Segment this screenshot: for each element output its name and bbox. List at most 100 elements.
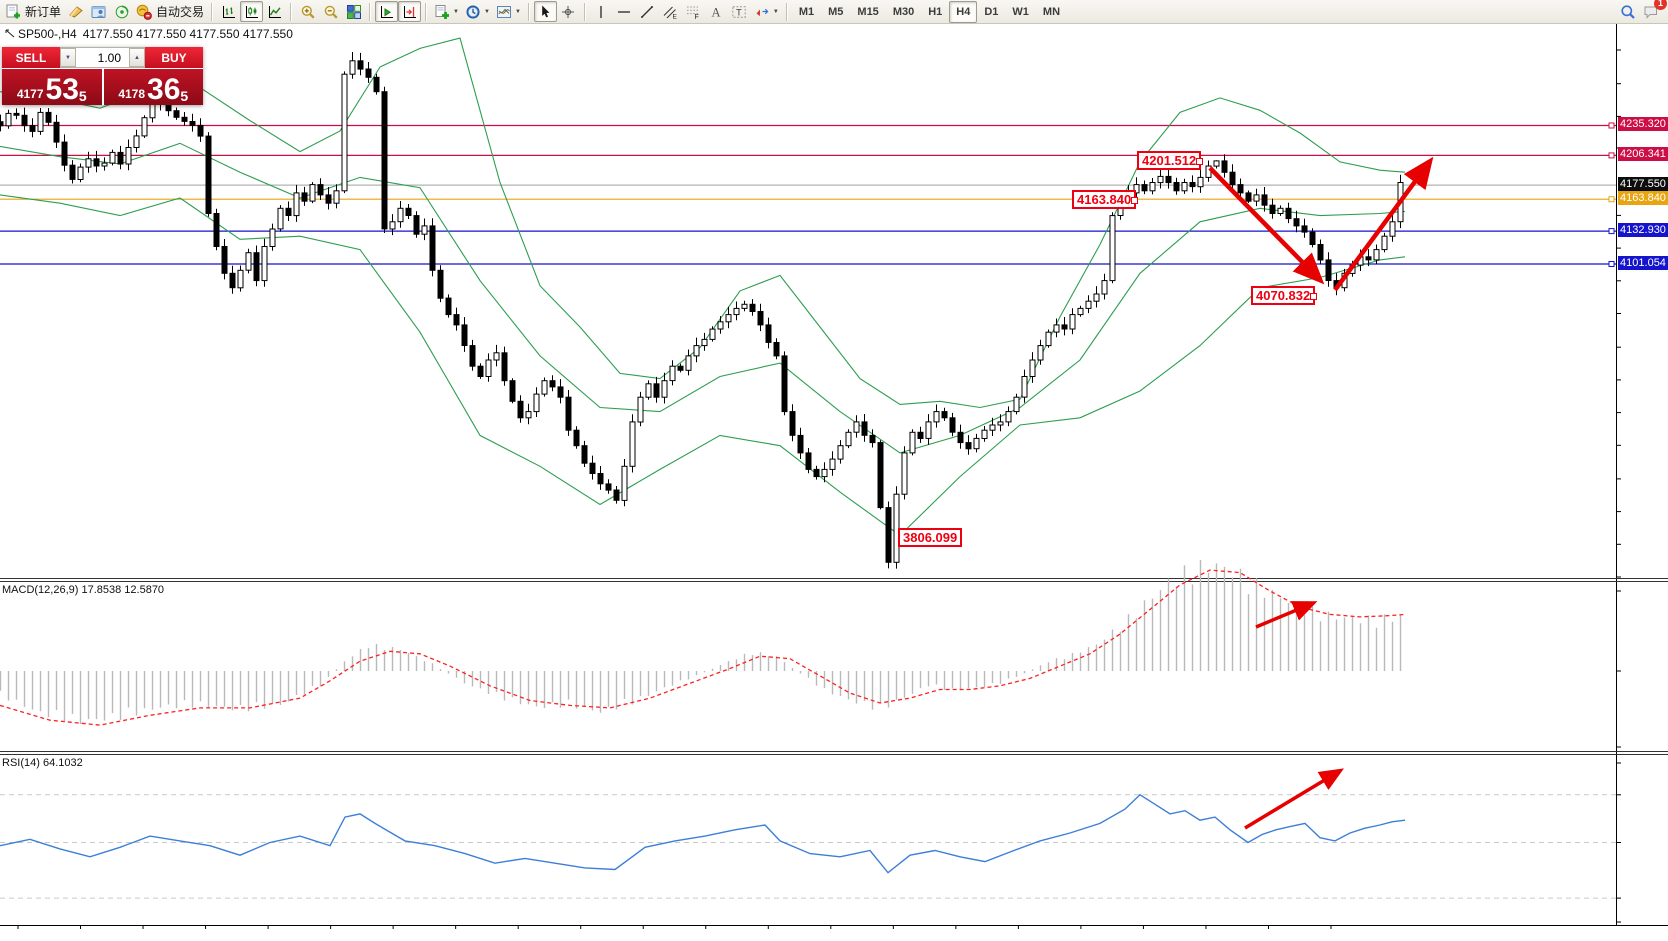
label-4163[interactable]: 4163.840	[1072, 190, 1139, 209]
volume-decrease-button[interactable]: ▼	[60, 48, 76, 67]
sell-button[interactable]: SELL	[2, 47, 60, 68]
price-badge-4163.840: 4163.840	[1618, 191, 1668, 206]
auto-scroll-button[interactable]	[375, 1, 399, 22]
new-order-button-label: 新订单	[25, 5, 62, 19]
notification-count-badge: 1	[1654, 0, 1667, 10]
zoom-in-icon	[301, 5, 315, 19]
svg-text:T: T	[736, 7, 742, 18]
buy-price[interactable]: 4178 36 5	[103, 69, 203, 106]
buy-button[interactable]: BUY	[145, 47, 203, 68]
volume-input[interactable]: 1.00	[76, 48, 129, 67]
autotrading-button[interactable]: 自动交易	[133, 1, 207, 22]
down-arrow	[1208, 166, 1325, 285]
sell-price-point: 5	[78, 88, 87, 104]
buy-price-prefix: 4178	[118, 87, 146, 101]
arrows-button[interactable]: ▼	[751, 1, 782, 22]
timeframe-m1-button[interactable]: M1	[798, 5, 815, 18]
periods-button[interactable]: ▼	[462, 1, 493, 22]
toolbar-separator	[211, 2, 214, 21]
text-button[interactable]: A	[705, 1, 728, 22]
timeframe-h4-button[interactable]: H4	[949, 0, 978, 23]
rsi-arrow	[1244, 768, 1344, 830]
indicators-button-dropdown-arrow[interactable]: ▼	[514, 8, 521, 15]
autotrading-button-label: 自动交易	[156, 5, 205, 19]
shapes-icon	[756, 8, 769, 16]
timeframe-m15-button[interactable]: M15	[857, 5, 879, 18]
label-4201[interactable]: 4201.512	[1137, 151, 1204, 170]
crosshair-button[interactable]	[557, 1, 580, 22]
new-chart-button[interactable]: ▼	[431, 1, 462, 22]
trendline-button[interactable]	[636, 1, 659, 22]
timeframe-m30-button[interactable]: M30	[892, 5, 915, 18]
bar-chart-icon	[222, 5, 235, 18]
chart-window-icon	[5, 29, 15, 38]
indicators-icon	[496, 5, 511, 18]
sell-price-main: 53	[45, 73, 79, 106]
price-badge-4101.054: 4101.054	[1618, 256, 1668, 270]
timeframe-mn-button[interactable]: MN	[1042, 5, 1061, 18]
label-3806[interactable]: 3806.099	[898, 528, 963, 547]
toolbar-separator	[785, 2, 788, 21]
tile-windows-button[interactable]	[342, 1, 365, 22]
channel-button[interactable]: E	[659, 1, 682, 22]
navigator-icon	[68, 5, 83, 18]
chart-shift-button[interactable]	[398, 1, 422, 22]
buy-price-main: 36	[147, 73, 181, 106]
text-label-button[interactable]: T	[728, 1, 751, 22]
terminal-icon	[91, 5, 106, 18]
label-4201-handle[interactable]	[1196, 157, 1204, 165]
auto-scroll-icon	[380, 5, 393, 18]
cursor-button[interactable]	[533, 1, 557, 22]
tester-button[interactable]	[110, 1, 133, 22]
candlestick-button[interactable]	[240, 1, 264, 22]
fibonacci-button[interactable]: F	[682, 1, 705, 22]
tester-icon	[115, 5, 128, 18]
timeframe-d1-button[interactable]: D1	[984, 5, 999, 18]
new-order-button[interactable]: 新订单	[2, 1, 64, 22]
notifications-button[interactable]: 1	[1639, 0, 1667, 22]
trendline-icon	[641, 5, 654, 18]
vertical-line-icon	[600, 5, 603, 18]
symbol-period: SP500-,H4	[18, 27, 77, 41]
terminal-button[interactable]	[87, 1, 110, 22]
volume-increase-button[interactable]: ▲	[129, 48, 145, 67]
label-4070-handle[interactable]	[1310, 292, 1318, 300]
arrows-button-dropdown-arrow[interactable]: ▼	[772, 8, 779, 15]
timeframe-h1-button[interactable]: H1	[928, 5, 943, 18]
svg-text:E: E	[673, 13, 678, 20]
price-badge-4177.550: 4177.550	[1618, 177, 1668, 192]
new-chart-button-dropdown-arrow[interactable]: ▼	[453, 8, 459, 15]
chart-shift-icon	[403, 5, 416, 18]
buy-price-point: 5	[180, 88, 189, 104]
vertical-line-button[interactable]	[590, 1, 613, 22]
bar-chart-button[interactable]	[217, 1, 240, 22]
toolbar-right: 1	[1616, 0, 1667, 22]
line-chart-button[interactable]	[263, 1, 286, 22]
cursor-icon	[542, 5, 550, 17]
search-icon	[1620, 4, 1635, 19]
horizontal-line-button[interactable]	[613, 1, 636, 22]
zoom-in-button[interactable]	[296, 1, 319, 22]
periods-button-dropdown-arrow[interactable]: ▼	[483, 8, 490, 15]
line-chart-icon	[268, 5, 281, 18]
ohlc-readout: 4177.550 4177.550 4177.550 4177.550	[82, 27, 293, 41]
indicators-button[interactable]: ▼	[493, 1, 524, 22]
label-4163-handle[interactable]	[1131, 196, 1139, 204]
autotrading-icon	[136, 4, 152, 20]
search-button[interactable]	[1616, 1, 1639, 22]
fibonacci-icon: F	[687, 6, 699, 20]
zoom-out-button[interactable]	[319, 1, 342, 22]
timeframe-w1-button[interactable]: W1	[1012, 5, 1029, 18]
label-4070[interactable]: 4070.832	[1251, 286, 1318, 305]
navigator-button[interactable]	[64, 1, 87, 22]
one-click-trading-panel: SELL ▼ 1.00 ▲ BUY 4177 53 5 4178 36 5	[2, 47, 203, 105]
price-badge-4132.930: 4132.930	[1618, 223, 1668, 238]
toolbar: 新订单 自动交易 ▼ ▼ ▼ E F A T ▼ M1 M5 M15 M30 H1 H4 D1 W1 MN 1	[0, 0, 1668, 24]
tile-windows-icon	[346, 4, 361, 19]
sell-price[interactable]: 4177 53 5	[2, 69, 102, 105]
volume-stepper: ▼ 1.00 ▲	[60, 47, 145, 68]
price-badge-4235.320: 4235.320	[1618, 117, 1668, 132]
timeframe-m5-button[interactable]: M5	[828, 5, 844, 18]
